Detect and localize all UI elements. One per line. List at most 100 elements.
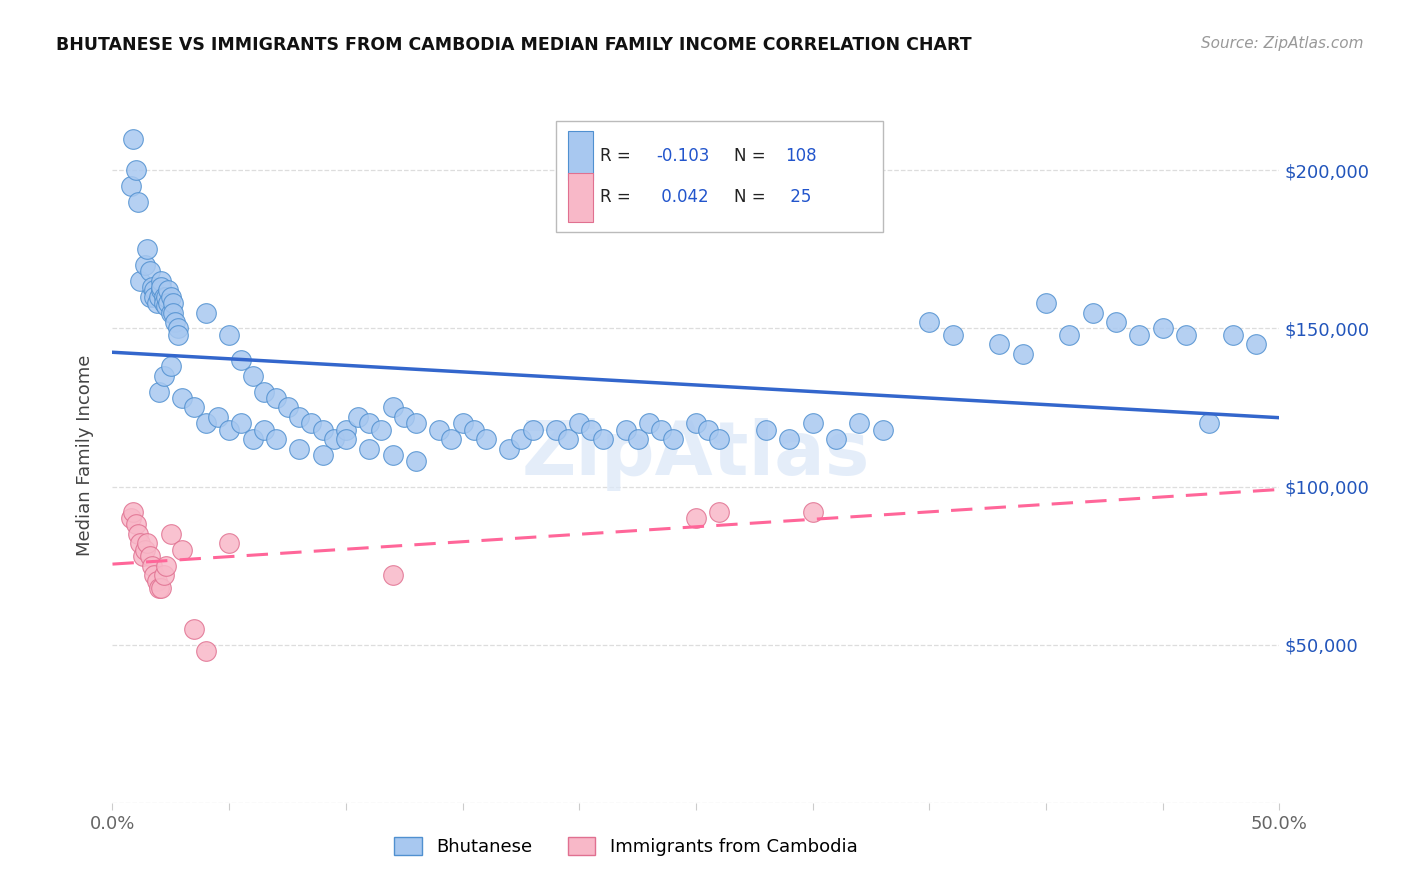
Point	[1175, 327, 1198, 342]
Text: N =: N =	[734, 147, 772, 165]
Text: ZipAtlas: ZipAtlas	[522, 418, 870, 491]
Point	[194, 644, 217, 658]
Point	[276, 401, 298, 415]
Point	[335, 423, 357, 437]
Point	[942, 327, 965, 342]
Bar	[568, 173, 593, 222]
Point	[125, 163, 148, 178]
Point	[148, 384, 170, 399]
Point	[299, 417, 322, 431]
Point	[155, 558, 177, 573]
Point	[288, 409, 311, 424]
Point	[141, 558, 163, 573]
Point	[122, 131, 145, 145]
Point	[568, 417, 591, 431]
Point	[242, 368, 264, 383]
Point	[592, 432, 614, 446]
Point	[146, 296, 169, 310]
Point	[1198, 417, 1220, 431]
Point	[381, 401, 404, 415]
Text: Source: ZipAtlas.com: Source: ZipAtlas.com	[1201, 36, 1364, 51]
Point	[1222, 327, 1244, 342]
Point	[264, 391, 287, 405]
Point	[120, 511, 142, 525]
FancyBboxPatch shape	[555, 121, 883, 232]
Point	[127, 194, 149, 209]
Point	[160, 527, 183, 541]
Point	[150, 274, 173, 288]
Point	[872, 423, 894, 437]
Point	[129, 274, 152, 288]
Point	[311, 448, 333, 462]
Point	[127, 527, 149, 541]
Point	[1244, 337, 1267, 351]
Point	[143, 284, 166, 298]
Point	[1128, 327, 1150, 342]
Point	[359, 417, 381, 431]
Point	[825, 432, 848, 446]
Point	[157, 284, 180, 298]
Point	[160, 359, 183, 374]
Point	[264, 432, 287, 446]
Point	[139, 290, 162, 304]
Legend: Bhutanese, Immigrants from Cambodia: Bhutanese, Immigrants from Cambodia	[387, 830, 865, 863]
Point	[183, 401, 205, 415]
Point	[709, 505, 731, 519]
Point	[288, 442, 311, 456]
Bar	[568, 131, 593, 180]
Point	[498, 442, 520, 456]
Text: 108: 108	[785, 147, 817, 165]
Point	[172, 391, 194, 405]
Point	[139, 264, 162, 278]
Point	[218, 327, 240, 342]
Point	[122, 505, 145, 519]
Point	[155, 299, 177, 313]
Point	[1011, 347, 1033, 361]
Point	[427, 423, 450, 437]
Point	[153, 368, 176, 383]
Point	[801, 417, 824, 431]
Point	[134, 542, 156, 557]
Point	[1081, 305, 1104, 319]
Point	[136, 243, 159, 257]
Point	[323, 432, 346, 446]
Point	[153, 568, 176, 582]
Point	[685, 511, 707, 525]
Point	[153, 290, 176, 304]
Point	[143, 290, 166, 304]
Text: 0.042: 0.042	[657, 188, 709, 206]
Text: N =: N =	[734, 188, 772, 206]
Point	[579, 423, 602, 437]
Y-axis label: Median Family Income: Median Family Income	[76, 354, 94, 556]
Point	[370, 423, 392, 437]
Point	[311, 423, 333, 437]
Point	[157, 296, 180, 310]
Point	[139, 549, 162, 563]
Point	[153, 296, 176, 310]
Point	[381, 448, 404, 462]
Point	[509, 432, 531, 446]
Point	[148, 290, 170, 304]
Point	[394, 409, 416, 424]
Point	[335, 432, 357, 446]
Point	[359, 442, 381, 456]
Point	[253, 384, 276, 399]
Point	[1059, 327, 1081, 342]
Point	[405, 417, 427, 431]
Point	[194, 417, 217, 431]
Point	[1152, 321, 1174, 335]
Point	[440, 432, 463, 446]
Point	[160, 305, 183, 319]
Point	[229, 417, 252, 431]
Point	[801, 505, 824, 519]
Point	[146, 574, 169, 589]
Point	[253, 423, 276, 437]
Point	[134, 258, 156, 272]
Point	[150, 581, 173, 595]
Point	[166, 327, 188, 342]
Point	[381, 568, 404, 582]
Point	[160, 290, 183, 304]
Point	[638, 417, 661, 431]
Point	[162, 296, 184, 310]
Text: R =: R =	[600, 147, 637, 165]
